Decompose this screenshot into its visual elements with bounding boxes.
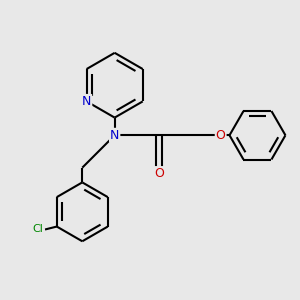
Text: O: O (154, 167, 164, 180)
Text: N: N (110, 129, 119, 142)
Text: Cl: Cl (33, 224, 44, 235)
Text: O: O (216, 129, 226, 142)
Text: N: N (82, 95, 91, 108)
